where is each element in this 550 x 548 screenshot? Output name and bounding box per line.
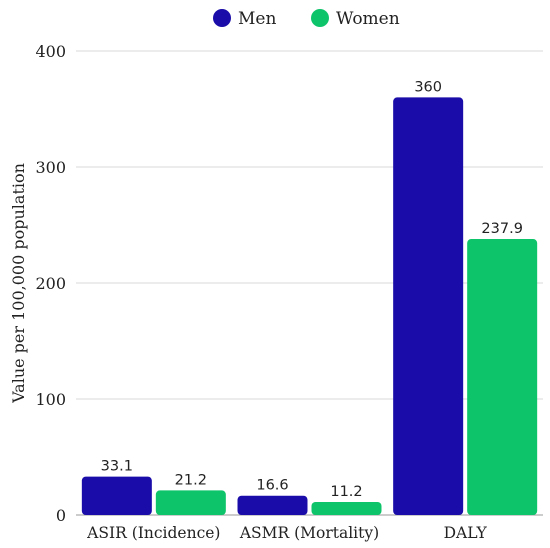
legend: Men Women [213, 9, 400, 29]
bar-men-2 [393, 97, 464, 516]
x-category-label: DALY [444, 524, 488, 542]
data-label-men-1: 16.6 [256, 478, 288, 494]
y-axis-ticks: 0 100 200 300 400 [35, 42, 66, 525]
data-label-women-0: 21.2 [175, 472, 207, 488]
legend-marker-men [213, 9, 231, 27]
y-tick-label: 400 [35, 42, 66, 61]
data-labels: 33.1 21.2 16.6 11.2 360 237.9 [101, 79, 523, 500]
legend-label-men: Men [238, 9, 276, 29]
x-axis-categories: ASIR (Incidence) ASMR (Mortality) DALY [86, 524, 487, 542]
y-tick-label: 200 [35, 274, 66, 293]
data-label-women-2: 237.9 [481, 221, 523, 237]
legend-label-women: Women [336, 9, 400, 29]
bar-men-0 [81, 476, 152, 515]
bar-men-1 [237, 495, 308, 515]
data-label-men-2: 360 [414, 79, 442, 95]
bars [81, 97, 538, 516]
bar-women-0 [155, 490, 226, 515]
data-label-women-1: 11.2 [330, 484, 362, 500]
x-category-label: ASMR (Mortality) [239, 524, 379, 542]
y-tick-label: 100 [35, 390, 66, 409]
legend-marker-women [311, 9, 329, 27]
y-tick-label: 300 [35, 158, 66, 177]
bar-women-1 [311, 502, 382, 515]
x-category-label: ASIR (Incidence) [86, 524, 220, 542]
data-label-men-0: 33.1 [101, 459, 133, 475]
gridlines [76, 50, 543, 516]
y-axis-title: Value per 100,000 population [9, 163, 28, 404]
bar-women-2 [467, 239, 538, 515]
y-tick-label: 0 [56, 506, 66, 525]
